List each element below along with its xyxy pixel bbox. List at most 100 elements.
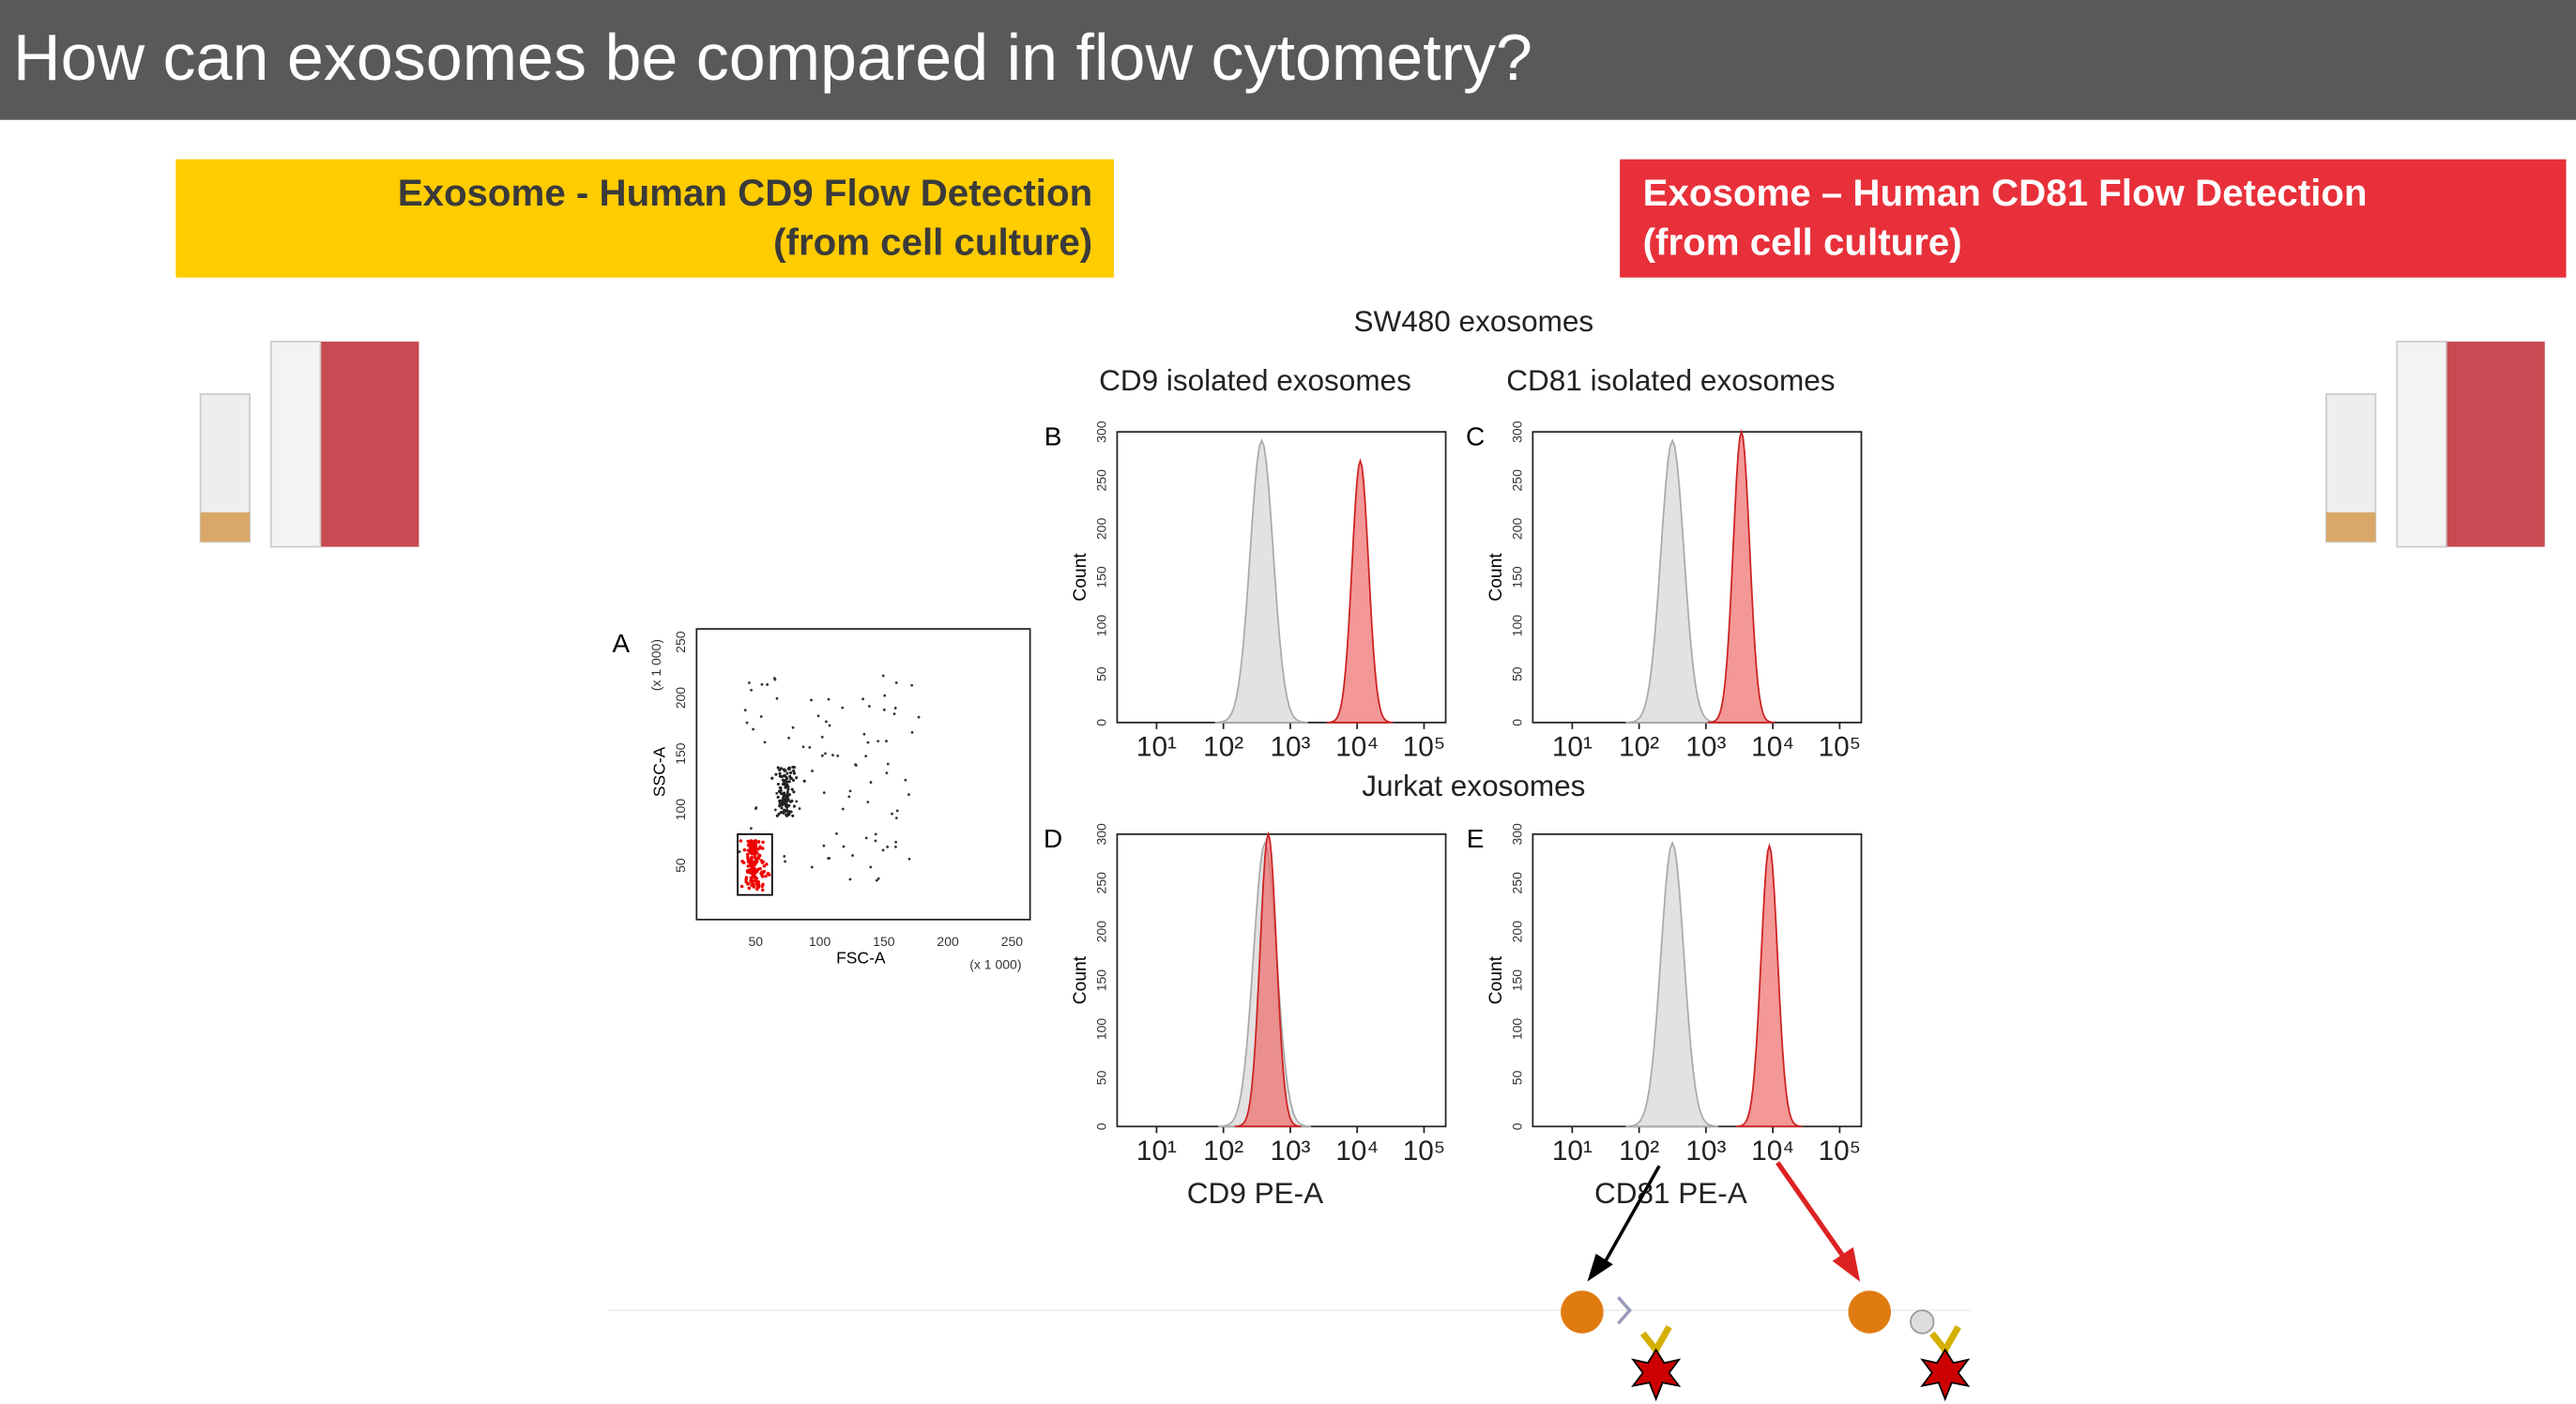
- scatter-dot: [893, 707, 897, 710]
- scatter-dot: [864, 755, 868, 758]
- scatter-dot: [744, 878, 748, 882]
- scatter-dot: [820, 735, 824, 739]
- y-tick-label: 200: [673, 687, 688, 710]
- scatter-dot: [748, 870, 753, 875]
- y-tick-label: 50: [673, 858, 688, 873]
- y-tick-label: 200: [1093, 518, 1108, 541]
- scatter-dot: [756, 840, 761, 844]
- y-tick-label: 300: [1093, 420, 1108, 443]
- scatter-dot: [764, 874, 768, 878]
- banner-text: Exosome – Human CD81 Flow Detection: [1643, 172, 2368, 214]
- x-tick-label: 10⁴: [1751, 1136, 1794, 1167]
- arrow: [1587, 1165, 1661, 1282]
- y-tick-label: 100: [673, 799, 688, 821]
- scatter-dot: [754, 839, 757, 843]
- column-title: CD9 isolated exosomes: [1099, 363, 1411, 397]
- panel-letter: B: [1044, 422, 1062, 451]
- scatter-dot: [749, 876, 754, 880]
- banner-text: (from cell culture): [773, 221, 1092, 263]
- scatter-dot: [762, 869, 767, 874]
- y-tick-label: 250: [1093, 469, 1108, 492]
- x-tick-label: 10⁵: [1403, 732, 1445, 763]
- scatter-dot: [790, 799, 794, 803]
- scatter-dot: [811, 770, 814, 772]
- scatter-dot: [783, 769, 786, 772]
- scatter-dot: [785, 777, 789, 781]
- scatter-dot: [787, 813, 791, 816]
- scatter-dot: [891, 812, 893, 816]
- x-axis-label: FSC-A: [836, 948, 886, 967]
- scatter-dot: [828, 724, 831, 727]
- scatter-dot: [876, 740, 880, 743]
- x-tick-label: 10¹: [1552, 732, 1593, 763]
- banner-text: Exosome - Human CD9 Flow Detection: [398, 172, 1092, 214]
- scatter-dot: [747, 840, 752, 845]
- y-tick-label: 200: [1093, 921, 1108, 943]
- scatter-dot: [851, 854, 854, 857]
- scatter-dot: [754, 861, 758, 865]
- scatter-dot: [783, 773, 786, 777]
- x-tick-label: 10¹: [1136, 1136, 1177, 1167]
- scatter-dot: [738, 850, 741, 853]
- scatter-dot: [746, 864, 750, 868]
- y-tick-label: 50: [1093, 1070, 1108, 1085]
- scatter-dot: [791, 814, 795, 817]
- panel-letter: C: [1466, 422, 1485, 451]
- scatter-dot: [892, 712, 896, 716]
- scatter-dot: [786, 785, 790, 788]
- slide-title: How can exosomes be compared in flow cyt…: [13, 21, 1532, 94]
- scatter-dot: [776, 795, 780, 799]
- scatter-dot: [754, 807, 757, 811]
- y-tick-label: 150: [1093, 969, 1108, 992]
- scatter-dot: [776, 782, 780, 786]
- scatter-dot: [783, 801, 786, 805]
- scatter-dot: [743, 709, 747, 712]
- scatter-dot: [782, 799, 785, 802]
- scatter-dot: [741, 861, 746, 865]
- banner-text: (from cell culture): [1643, 221, 1962, 263]
- scatter-dot: [766, 683, 770, 686]
- scatter-dot: [881, 674, 885, 678]
- scatter-dot: [739, 884, 744, 889]
- scatter-dot: [792, 769, 796, 772]
- scatter-dot: [792, 771, 796, 775]
- histogram-peak: [1625, 438, 1719, 724]
- scatter-dot: [739, 839, 743, 843]
- x-tick-label: 10³: [1685, 1136, 1726, 1167]
- x-scale-label: (x 1 000): [969, 957, 1021, 972]
- scatter-dot: [894, 846, 897, 848]
- scatter-dot: [784, 804, 788, 808]
- scatter-dot: [792, 790, 796, 794]
- scatter-dot: [825, 720, 828, 724]
- scatter-dot: [776, 766, 780, 770]
- scatter-dot: [894, 840, 898, 844]
- scatter-dot: [752, 727, 755, 731]
- scatter-dot: [881, 848, 885, 852]
- panel-letter: E: [1467, 824, 1485, 853]
- y-tick-label: 200: [1509, 518, 1524, 541]
- scatter-dot: [752, 848, 755, 853]
- scatter-dot: [757, 854, 762, 858]
- scatter-dot: [874, 832, 877, 836]
- scatter-dot: [779, 786, 783, 790]
- scatter-dot: [756, 880, 760, 885]
- scatter-dot: [778, 771, 782, 775]
- scatter-dot: [874, 839, 877, 843]
- banner-cd9: [175, 159, 1114, 278]
- scatter-dot: [802, 779, 806, 783]
- scatter-dot: [917, 715, 921, 719]
- x-tick-label: 10³: [1270, 1136, 1310, 1167]
- y-tick-label: 50: [1093, 666, 1108, 681]
- scatter-dot: [784, 809, 788, 813]
- scatter-dot: [822, 844, 826, 847]
- scatter-dot: [777, 789, 782, 793]
- scatter-dot: [827, 857, 830, 860]
- scatter-dot: [745, 721, 749, 725]
- y-tick-label: 150: [1509, 566, 1524, 588]
- scatter-dot: [827, 697, 831, 701]
- x-tick-label: 10²: [1203, 1136, 1243, 1167]
- scatter-dot: [789, 776, 793, 780]
- panel-letter: D: [1044, 824, 1062, 853]
- y-tick-label: 300: [1093, 823, 1108, 846]
- scatter-dot: [801, 745, 805, 749]
